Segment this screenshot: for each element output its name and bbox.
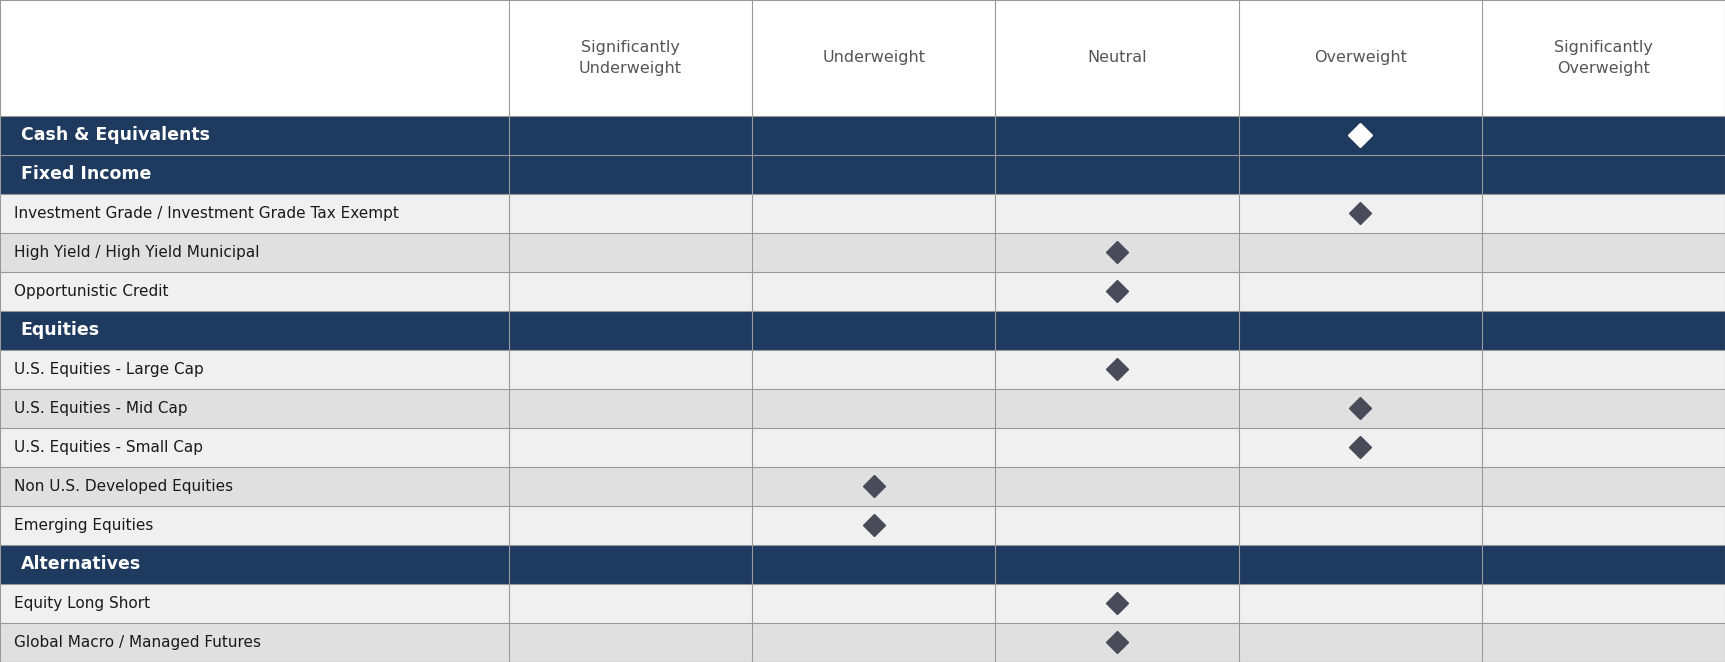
Bar: [0, 233, 1725, 272]
Text: Significantly
Underweight: Significantly Underweight: [580, 40, 681, 76]
Text: U.S. Equities - Large Cap: U.S. Equities - Large Cap: [14, 362, 204, 377]
Text: U.S. Equities - Mid Cap: U.S. Equities - Mid Cap: [14, 401, 188, 416]
Text: Alternatives: Alternatives: [21, 555, 141, 573]
Text: Neutral: Neutral: [1087, 50, 1147, 66]
Bar: [0, 623, 1725, 662]
Bar: [0, 584, 1725, 623]
Text: U.S. Equities - Small Cap: U.S. Equities - Small Cap: [14, 440, 204, 455]
Bar: [0, 428, 1725, 467]
Bar: [0, 0, 1725, 116]
Text: Significantly
Overweight: Significantly Overweight: [1554, 40, 1653, 76]
Bar: [0, 467, 1725, 506]
Text: Underweight: Underweight: [823, 50, 925, 66]
Bar: [0, 389, 1725, 428]
Text: Cash & Equivalents: Cash & Equivalents: [21, 126, 210, 144]
Text: Opportunistic Credit: Opportunistic Credit: [14, 284, 169, 299]
Text: High Yield / High Yield Municipal: High Yield / High Yield Municipal: [14, 245, 259, 260]
Text: Overweight: Overweight: [1314, 50, 1406, 66]
Text: Equities: Equities: [21, 322, 100, 340]
Bar: [0, 116, 1725, 155]
Text: Investment Grade / Investment Grade Tax Exempt: Investment Grade / Investment Grade Tax …: [14, 206, 398, 221]
Text: Non U.S. Developed Equities: Non U.S. Developed Equities: [14, 479, 233, 494]
Bar: [0, 272, 1725, 311]
Bar: [0, 350, 1725, 389]
Bar: [0, 311, 1725, 350]
Bar: [0, 194, 1725, 233]
Text: Equity Long Short: Equity Long Short: [14, 596, 150, 611]
Bar: [0, 545, 1725, 584]
Bar: [0, 155, 1725, 194]
Bar: [0, 506, 1725, 545]
Text: Fixed Income: Fixed Income: [21, 166, 152, 183]
Text: Emerging Equities: Emerging Equities: [14, 518, 154, 533]
Text: Global Macro / Managed Futures: Global Macro / Managed Futures: [14, 635, 260, 650]
